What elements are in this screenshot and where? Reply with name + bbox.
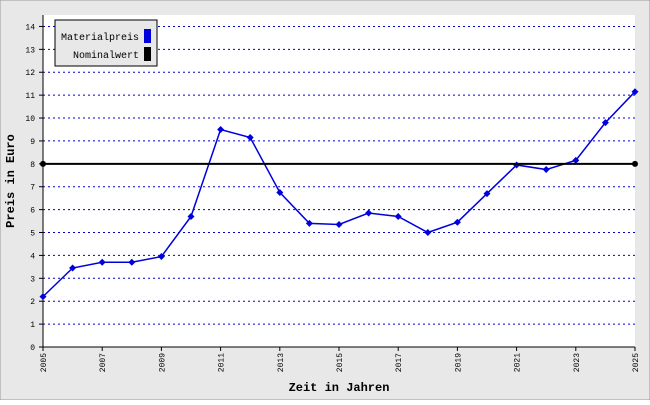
point <box>631 88 639 96</box>
point <box>601 119 609 127</box>
point <box>217 125 225 133</box>
x-tick-label: 2015 <box>336 353 345 372</box>
y-tick-label: 0 <box>30 344 35 353</box>
point <box>128 258 136 266</box>
y-tick-label: 8 <box>30 161 35 170</box>
point <box>483 190 491 198</box>
y-tick-label: 1 <box>30 321 35 330</box>
x-tick-label: 2011 <box>218 353 227 372</box>
y-tick-label: 2 <box>30 298 35 307</box>
point <box>157 253 165 261</box>
point <box>69 264 77 272</box>
point <box>542 166 550 174</box>
y-tick-label: 11 <box>25 92 35 101</box>
point <box>39 293 47 301</box>
x-tick-label: 2007 <box>99 353 108 372</box>
point <box>40 160 46 167</box>
point <box>187 212 195 220</box>
y-tick-label: 13 <box>25 46 35 55</box>
legend-label: Materialpreis <box>61 32 139 44</box>
x-tick-label: 2017 <box>395 353 404 372</box>
point <box>335 221 343 229</box>
x-tick-label: 2019 <box>454 353 463 372</box>
point <box>98 258 106 266</box>
plot-area <box>43 15 635 347</box>
x-tick-label: 2023 <box>573 353 582 372</box>
y-tick-label: 7 <box>30 184 35 193</box>
x-tick-label: 2013 <box>277 353 286 372</box>
point <box>572 156 580 164</box>
y-tick-label: 4 <box>30 252 35 261</box>
y-tick-label: 5 <box>30 230 35 239</box>
point <box>394 212 402 220</box>
x-tick-label: 2025 <box>632 353 641 372</box>
point <box>632 160 638 167</box>
x-axis-label: Zeit in Jahren <box>289 381 390 395</box>
y-tick-label: 12 <box>25 69 35 78</box>
x-tick-label: 2021 <box>514 353 523 372</box>
point <box>246 133 254 141</box>
y-tick-label: 14 <box>25 23 35 32</box>
x-tick-label: 2009 <box>158 353 167 372</box>
y-tick-label: 9 <box>30 138 35 147</box>
legend-swatch <box>144 29 151 43</box>
point <box>453 218 461 226</box>
y-tick-label: 10 <box>25 115 35 124</box>
legend-label: Nominalwert <box>73 50 139 62</box>
point <box>305 219 313 227</box>
legend-swatch <box>144 47 151 61</box>
y-tick-label: 6 <box>30 207 35 216</box>
point <box>276 188 284 196</box>
legend-box <box>54 19 158 67</box>
x-tick-label: 2005 <box>40 353 49 372</box>
y-tick-label: 3 <box>30 275 35 284</box>
y-axis-label: Preis in Euro <box>4 134 18 228</box>
point <box>365 209 373 217</box>
point <box>424 229 432 237</box>
